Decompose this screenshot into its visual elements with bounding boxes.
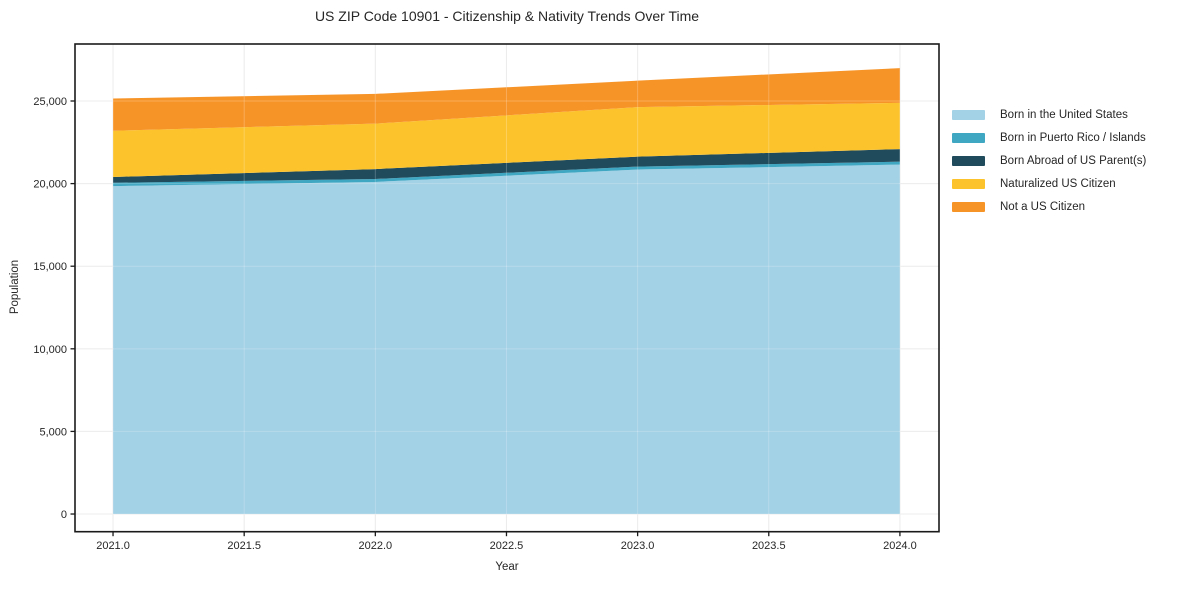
legend-swatch [952, 132, 985, 143]
legend-label: Born Abroad of US Parent(s) [1000, 154, 1147, 167]
x-axis-title: Year [495, 561, 519, 573]
legend-label: Not a US Citizen [1000, 200, 1086, 213]
legend-label: Born in the United States [1000, 108, 1128, 121]
y-tick-label: 0 [61, 509, 67, 521]
x-tick-label: 2021.5 [227, 540, 261, 552]
x-tick-label: 2024.0 [883, 540, 917, 552]
area-naturalized-us-citizen [113, 102, 900, 177]
legend-label: Naturalized US Citizen [1000, 177, 1116, 190]
legend-item-naturalized-us-citizen: Naturalized US Citizen [952, 172, 1146, 195]
legend-item-born-in-the-united-states: Born in the United States [952, 103, 1146, 126]
legend-item-born-in-puerto-rico-islands: Born in Puerto Rico / Islands [952, 126, 1146, 149]
legend-item-not-a-us-citizen: Not a US Citizen [952, 195, 1146, 218]
x-tick-label: 2022.5 [490, 540, 524, 552]
area-born-in-the-united-states [113, 164, 900, 515]
chart-title: US ZIP Code 10901 - Citizenship & Nativi… [314, 8, 700, 24]
y-tick-label: 15,000 [33, 261, 67, 273]
x-tick-label: 2023.5 [752, 540, 786, 552]
area-born-abroad-of-us-parent-s [113, 149, 900, 183]
legend-swatch [952, 178, 985, 189]
legend: Born in the United States Born in Puerto … [952, 103, 1146, 218]
y-tick-label: 5,000 [39, 426, 67, 438]
y-tick-label: 10,000 [33, 344, 67, 356]
y-tick-label: 20,000 [33, 179, 67, 191]
legend-item-born-abroad-of-us-parent-s: Born Abroad of US Parent(s) [952, 149, 1146, 172]
legend-swatch [952, 109, 985, 120]
legend-swatch [952, 201, 985, 212]
y-axis-title: Population [9, 259, 21, 315]
legend-swatch [952, 155, 985, 166]
x-tick-label: 2021.0 [96, 540, 130, 552]
x-tick-label: 2023.0 [621, 540, 655, 552]
area-not-a-us-citizen [113, 68, 900, 131]
x-tick-label: 2022.0 [358, 540, 392, 552]
legend-label: Born in Puerto Rico / Islands [1000, 131, 1146, 144]
area-born-in-puerto-rico-islands [113, 161, 900, 187]
y-tick-label: 25,000 [33, 96, 67, 108]
